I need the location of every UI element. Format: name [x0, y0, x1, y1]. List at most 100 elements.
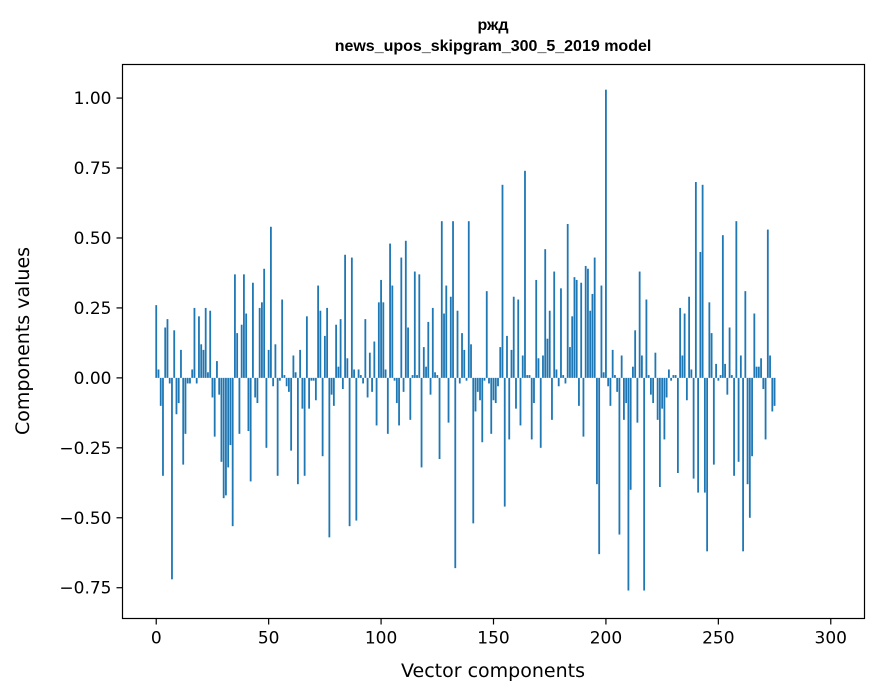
bar	[485, 291, 488, 378]
bar	[186, 377, 189, 384]
bar	[249, 377, 252, 482]
bar	[580, 282, 583, 378]
bar	[652, 377, 655, 404]
bar	[566, 223, 569, 378]
bar	[216, 361, 218, 378]
bar	[654, 352, 657, 378]
bar	[742, 377, 744, 552]
bar	[312, 377, 315, 381]
bar	[499, 347, 502, 378]
bar	[578, 377, 580, 406]
bar	[245, 313, 248, 378]
bar	[173, 330, 176, 378]
x-tick-label: 250	[702, 629, 734, 649]
bar	[211, 377, 214, 398]
bar	[332, 377, 335, 406]
bar	[308, 377, 311, 409]
bar	[593, 257, 596, 378]
bar	[276, 377, 279, 476]
bar	[670, 377, 673, 381]
bar	[555, 369, 558, 378]
bar	[321, 377, 324, 457]
bar	[247, 377, 250, 432]
bar	[575, 279, 578, 378]
bar	[584, 265, 587, 378]
bar	[746, 377, 749, 485]
bar	[373, 341, 376, 378]
bar	[323, 335, 326, 378]
bar	[755, 366, 758, 378]
bar	[159, 377, 162, 406]
bar	[168, 377, 171, 384]
plot-frame	[121, 63, 866, 620]
bar	[638, 271, 641, 378]
bar	[656, 377, 659, 420]
bar	[688, 296, 691, 378]
bar	[600, 285, 603, 378]
bar	[546, 338, 549, 378]
bar	[359, 375, 362, 378]
bar	[296, 377, 299, 485]
bar	[317, 285, 320, 378]
bar	[200, 344, 203, 378]
bar	[582, 377, 585, 437]
bar	[692, 377, 695, 479]
bar	[402, 377, 405, 392]
bar	[305, 316, 308, 378]
bar	[404, 240, 407, 378]
bar	[180, 349, 182, 378]
bar	[393, 377, 396, 381]
bar	[645, 299, 648, 378]
bar	[506, 335, 508, 378]
bar	[681, 355, 684, 378]
bar	[366, 377, 369, 398]
bar	[474, 377, 477, 412]
bar	[456, 310, 459, 378]
bar	[407, 327, 409, 378]
bar	[699, 251, 702, 378]
bar	[587, 268, 589, 378]
bar	[348, 377, 351, 527]
bar	[274, 344, 277, 378]
bar	[409, 377, 412, 420]
bar	[757, 366, 760, 378]
y-axis: −0.75 −0.50 −0.25 0.00 0.25 0.50 0.75 1.00	[59, 89, 123, 599]
bar	[258, 307, 261, 378]
bar	[672, 375, 675, 378]
bar	[515, 377, 517, 409]
bar	[542, 355, 544, 378]
bar	[602, 372, 605, 378]
bar	[697, 377, 700, 493]
bar	[708, 302, 711, 378]
bar	[748, 377, 751, 518]
bar	[721, 235, 724, 378]
bar	[166, 319, 169, 378]
bar	[299, 349, 302, 378]
bar	[420, 377, 423, 468]
bar	[744, 291, 747, 378]
bar	[625, 377, 628, 404]
bar	[503, 377, 506, 507]
x-tick-label: 200	[590, 629, 622, 649]
bar	[564, 377, 567, 384]
bar	[598, 377, 601, 555]
bar	[611, 349, 614, 378]
bar	[481, 377, 484, 443]
bar	[314, 377, 317, 401]
bar	[488, 377, 490, 384]
bar	[667, 369, 670, 378]
bar	[634, 330, 637, 378]
bar	[526, 375, 529, 378]
bar	[535, 279, 538, 378]
bar	[375, 377, 378, 426]
bar	[386, 377, 389, 434]
bar	[719, 375, 722, 378]
bar	[350, 257, 353, 378]
x-tick-label: 150	[477, 629, 509, 649]
bar	[492, 377, 495, 401]
bar	[539, 377, 542, 448]
bar	[596, 377, 598, 485]
bar	[663, 377, 666, 440]
bar	[209, 310, 212, 378]
